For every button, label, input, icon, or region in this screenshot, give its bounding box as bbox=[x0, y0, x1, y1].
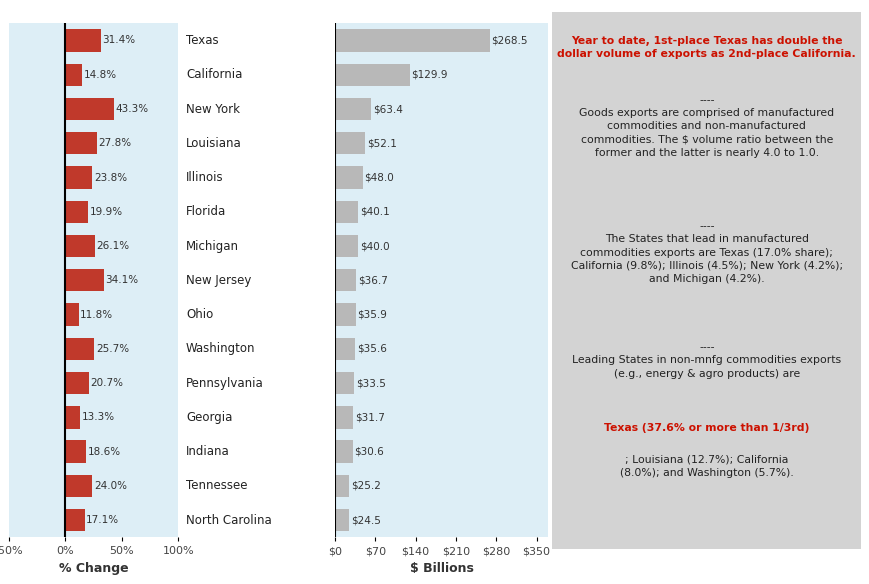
Text: $31.7: $31.7 bbox=[355, 412, 384, 422]
Bar bbox=[335, 98, 371, 120]
Bar bbox=[335, 132, 364, 154]
Text: Georgia: Georgia bbox=[186, 411, 232, 424]
Text: North Carolina: North Carolina bbox=[186, 514, 271, 527]
Text: 27.8%: 27.8% bbox=[98, 138, 131, 148]
FancyBboxPatch shape bbox=[546, 1, 866, 565]
Text: 20.7%: 20.7% bbox=[90, 378, 123, 388]
Bar bbox=[65, 338, 94, 360]
Text: ----
Leading States in non-mnfg commodities exports
(e.g., energy & agro product: ---- Leading States in non-mnfg commodit… bbox=[572, 342, 840, 378]
Text: Ohio: Ohio bbox=[186, 308, 213, 321]
Text: ----
The States that lead in manufactured
commodities exports are Texas (17.0% s: ---- The States that lead in manufacture… bbox=[570, 221, 842, 284]
X-axis label: % Change: % Change bbox=[58, 562, 129, 575]
Text: $40.0: $40.0 bbox=[359, 241, 389, 251]
Text: Louisiana: Louisiana bbox=[186, 137, 242, 150]
Text: 13.3%: 13.3% bbox=[82, 412, 115, 422]
Bar bbox=[65, 372, 89, 394]
Text: New York: New York bbox=[186, 103, 240, 116]
Text: Illinois: Illinois bbox=[186, 171, 223, 184]
Text: $35.6: $35.6 bbox=[357, 344, 387, 354]
Bar bbox=[335, 64, 409, 86]
Text: ; Louisiana (12.7%); California
(8.0%); and Washington (5.7%).: ; Louisiana (12.7%); California (8.0%); … bbox=[620, 455, 793, 478]
Text: 17.1%: 17.1% bbox=[86, 515, 119, 525]
Bar bbox=[65, 29, 101, 51]
Text: Florida: Florida bbox=[186, 206, 226, 218]
Bar bbox=[65, 304, 78, 326]
Bar bbox=[335, 372, 354, 394]
Text: $268.5: $268.5 bbox=[491, 36, 527, 46]
Text: $35.9: $35.9 bbox=[357, 310, 387, 319]
Text: 31.4%: 31.4% bbox=[103, 36, 136, 46]
Text: 24.0%: 24.0% bbox=[94, 481, 127, 491]
Bar bbox=[65, 98, 114, 120]
Text: 34.1%: 34.1% bbox=[105, 275, 138, 286]
Text: ----
Goods exports are comprised of manufactured
commodities and non-manufacture: ---- Goods exports are comprised of manu… bbox=[579, 95, 833, 158]
Bar bbox=[65, 235, 95, 257]
Text: Year to date, 1st-place Texas has double the
dollar volume of exports as 2nd-pla: Year to date, 1st-place Texas has double… bbox=[557, 36, 855, 59]
Bar bbox=[65, 475, 92, 497]
Bar bbox=[335, 406, 353, 429]
Text: $36.7: $36.7 bbox=[357, 275, 388, 286]
Bar bbox=[65, 132, 96, 154]
Bar bbox=[65, 166, 92, 189]
Text: Indiana: Indiana bbox=[186, 445, 229, 458]
Text: 19.9%: 19.9% bbox=[90, 207, 123, 217]
Text: 14.8%: 14.8% bbox=[83, 69, 116, 80]
Bar bbox=[65, 406, 80, 429]
Text: 23.8%: 23.8% bbox=[94, 172, 127, 183]
Text: Tennessee: Tennessee bbox=[186, 479, 247, 492]
Bar bbox=[335, 304, 355, 326]
Text: $33.5: $33.5 bbox=[355, 378, 386, 388]
Text: Pennsylvania: Pennsylvania bbox=[186, 377, 263, 390]
Text: 43.3%: 43.3% bbox=[116, 104, 149, 114]
Text: 11.8%: 11.8% bbox=[80, 310, 113, 319]
Text: $52.1: $52.1 bbox=[366, 138, 396, 148]
Text: 25.7%: 25.7% bbox=[96, 344, 129, 354]
Text: $24.5: $24.5 bbox=[350, 515, 381, 525]
Text: $30.6: $30.6 bbox=[354, 447, 383, 457]
Text: 26.1%: 26.1% bbox=[96, 241, 129, 251]
Text: 18.6%: 18.6% bbox=[88, 447, 121, 457]
Bar bbox=[335, 269, 355, 291]
Bar bbox=[335, 201, 358, 223]
Text: Texas: Texas bbox=[186, 34, 218, 47]
Text: New Jersey: New Jersey bbox=[186, 274, 251, 287]
Text: $63.4: $63.4 bbox=[373, 104, 402, 114]
Bar bbox=[335, 509, 348, 531]
X-axis label: $ Billions: $ Billions bbox=[409, 562, 473, 575]
Bar bbox=[335, 338, 355, 360]
Bar bbox=[335, 235, 357, 257]
Bar bbox=[65, 201, 88, 223]
Text: Washington: Washington bbox=[186, 342, 255, 355]
Text: $129.9: $129.9 bbox=[411, 69, 448, 80]
Text: California: California bbox=[186, 68, 242, 81]
Bar bbox=[65, 269, 103, 291]
Text: $40.1: $40.1 bbox=[360, 207, 389, 217]
Bar bbox=[65, 64, 82, 86]
Text: Texas (37.6% or more than 1/3rd): Texas (37.6% or more than 1/3rd) bbox=[603, 423, 809, 433]
Bar bbox=[335, 166, 362, 189]
Bar bbox=[65, 509, 84, 531]
Text: Michigan: Michigan bbox=[186, 239, 239, 252]
Bar bbox=[335, 29, 489, 51]
Bar bbox=[335, 440, 352, 463]
Text: $48.0: $48.0 bbox=[364, 172, 394, 183]
Text: $25.2: $25.2 bbox=[351, 481, 381, 491]
Bar bbox=[335, 475, 349, 497]
Bar bbox=[65, 440, 86, 463]
